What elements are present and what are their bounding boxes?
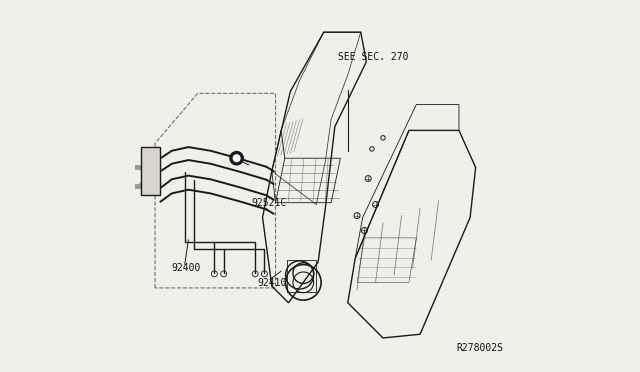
- Text: SEE SEC. 270: SEE SEC. 270: [338, 52, 408, 62]
- Circle shape: [233, 155, 240, 161]
- Text: 92521C: 92521C: [252, 198, 287, 208]
- Bar: [141, 147, 160, 195]
- Circle shape: [230, 151, 243, 165]
- Text: R278002S: R278002S: [456, 343, 504, 353]
- Text: 92410: 92410: [258, 278, 287, 288]
- Text: 92400: 92400: [172, 263, 201, 273]
